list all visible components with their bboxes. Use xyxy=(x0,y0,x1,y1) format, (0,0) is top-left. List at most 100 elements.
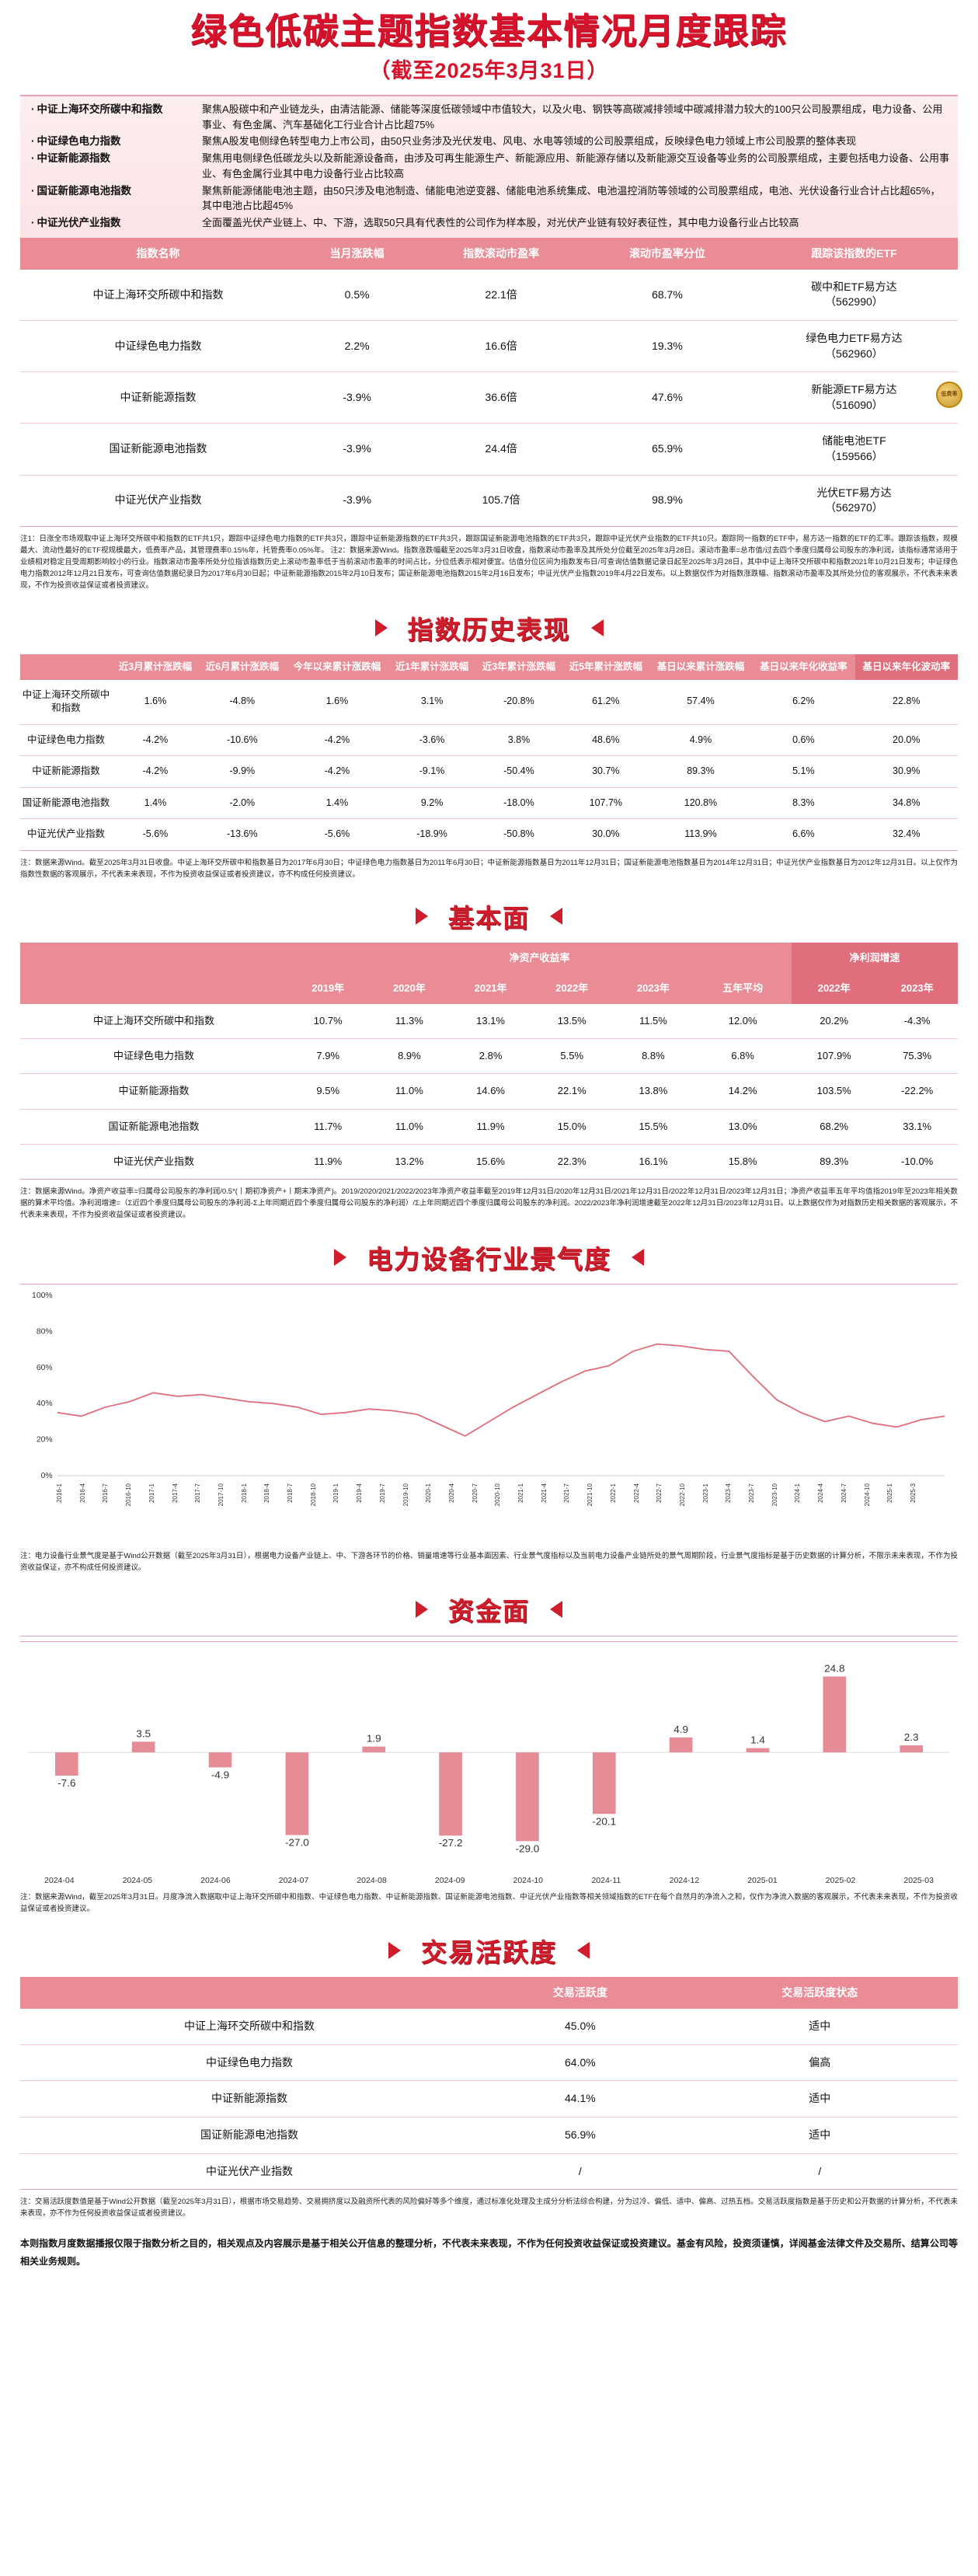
y-axis-tick: 100% xyxy=(32,1291,53,1300)
column-header: 滚动市盈率分位 xyxy=(584,237,750,270)
x-axis-tick: 2022-10 xyxy=(678,1483,686,1506)
bar-value-label: -27.2 xyxy=(439,1837,463,1849)
x-axis-tick: 2018-10 xyxy=(309,1483,317,1506)
x-axis-tick: 2020-4 xyxy=(447,1483,455,1503)
overview-table: 指数名称 当月涨跌幅 指数滚动市盈率 滚动市盈率分位 跟踪该指数的ETF 中证上海环交所… xyxy=(20,237,962,527)
history-value: 6.6% xyxy=(752,818,855,851)
history-value: -50.4% xyxy=(475,755,562,788)
fundamental-value: 10.7% xyxy=(287,1004,369,1040)
fundamental-value: 11.3% xyxy=(368,1004,451,1040)
bar-value-label: 1.4 xyxy=(750,1734,765,1746)
fundamental-value: 14.6% xyxy=(450,1073,531,1110)
history-value: -9.1% xyxy=(388,755,476,788)
table-row: 中证绿色电力指数 -4.2% -10.6% -4.2% -3.6% 3.8% 48.6% 4.… xyxy=(20,724,958,757)
history-table-body: 中证上海环交所碳中和指数 1.6% -4.8% 1.6% 3.1% -20.8% 61.2%… xyxy=(20,679,958,851)
pe-ratio: 36.6倍 xyxy=(418,371,585,424)
history-value: 22.8% xyxy=(854,679,958,725)
index-name: 中证绿色电力指数 xyxy=(20,2044,479,2082)
history-value: -4.8% xyxy=(198,679,286,725)
bar-value-label: 4.9 xyxy=(673,1724,688,1735)
y-axis-tick: 0% xyxy=(41,1472,53,1480)
fundamental-value: 11.7% xyxy=(287,1109,369,1145)
fundamentals-note: 注：数据来源Wind。净资产收益率=归属母公司股东的净利润/0.5*(丨期初净资… xyxy=(20,1187,958,1220)
history-value: 61.2% xyxy=(562,679,649,725)
fundamental-value: 11.0% xyxy=(368,1073,451,1110)
table-row: 国证新能源电池指数 11.7% 11.0% 11.9% 15.0% 15.5% 13.0% 6… xyxy=(20,1109,958,1145)
index-name: 中证新能源指数 xyxy=(20,755,112,788)
history-value: 0.6% xyxy=(752,724,855,757)
history-note: 注：数据来源Wind。截至2025年3月31日收盘。中证上海环交所碳中和指数基日… xyxy=(20,858,958,879)
monthly-change: 2.2% xyxy=(295,320,419,373)
bar-chart-plot: -7.6 3.5 -4.9 -27.0 1.9 -27.2 -29.0 -20.1 4.9 1.4… xyxy=(20,1640,958,1874)
history-value: -2.0% xyxy=(198,787,286,820)
column-header: 2022年 xyxy=(531,973,613,1004)
table-row: 中证绿色电力指数 2.2% 16.6倍 19.3% 绿色电力ETF易方达 （562960） xyxy=(20,320,958,373)
x-axis-tick: 2021-1 xyxy=(517,1483,525,1503)
x-axis-tick: 2023-4 xyxy=(725,1483,733,1503)
activity-value: 56.9% xyxy=(479,2117,682,2154)
history-value: 1.6% xyxy=(285,679,389,725)
table-row: 中证上海环交所碳中和指数 1.6% -4.8% 1.6% 3.1% -20.8% 61.2%… xyxy=(20,679,958,725)
bar-value-label: 2.3 xyxy=(904,1731,919,1743)
column-header: 基日以来累计涨跌幅 xyxy=(649,654,753,680)
x-axis-tick: 2024-7 xyxy=(840,1483,847,1503)
x-axis-tick: 2019-10 xyxy=(402,1483,409,1506)
bar xyxy=(516,1752,539,1842)
pe-percentile: 98.9% xyxy=(584,475,750,527)
fundamental-value: 13.8% xyxy=(612,1073,694,1110)
x-axis-tick: 2020-7 xyxy=(471,1483,479,1503)
history-value: -5.6% xyxy=(112,818,199,851)
monthly-change: -3.9% xyxy=(295,423,419,476)
fundamental-value: 15.8% xyxy=(694,1144,792,1180)
etf-name: 碳中和ETF易方达 xyxy=(811,280,897,293)
intro-item-desc: 聚焦用电侧绿色低碳龙头以及新能源设备商，由涉及可再生能源生产、新能源应用、新能源… xyxy=(202,152,950,180)
bar-value-label: -4.9 xyxy=(211,1769,229,1781)
fundamental-value: 20.2% xyxy=(792,1004,877,1040)
x-axis-tick: 2017-7 xyxy=(194,1483,202,1503)
history-value: -18.0% xyxy=(475,787,562,820)
column-header: 近3月累计涨跌幅 xyxy=(112,654,199,680)
x-axis-tick: 2018-4 xyxy=(263,1483,271,1503)
bar-value-label: -7.6 xyxy=(57,1777,75,1789)
x-axis-tick: 2017-1 xyxy=(148,1483,155,1503)
fundamental-value: 11.9% xyxy=(450,1109,531,1145)
activity-value: / xyxy=(479,2153,682,2191)
fundamental-value: 15.5% xyxy=(612,1109,694,1145)
fundamental-value: 8.8% xyxy=(612,1038,694,1075)
history-value: 30.0% xyxy=(562,818,649,851)
history-value: 20.0% xyxy=(854,724,958,757)
bar-chart-x-axis: 2024-04 2024-05 2024-06 2024-07 2024-08 2024-… xyxy=(20,1876,958,1885)
history-value: 34.8% xyxy=(854,787,958,820)
table-row: 中证光伏产业指数 -5.6% -13.6% -5.6% -18.9% -50.8% 30.0… xyxy=(20,818,958,851)
bullet-icon: · xyxy=(31,103,35,115)
fundamental-value: 15.0% xyxy=(531,1109,613,1145)
fundamental-value: 11.0% xyxy=(368,1109,451,1145)
history-value: 8.3% xyxy=(752,787,855,820)
fundamental-value: 89.3% xyxy=(792,1144,877,1180)
column-header: 近6月累计涨跌幅 xyxy=(198,654,286,680)
column-header: 交易活跃度 xyxy=(479,1977,682,2010)
triangle-right-icon xyxy=(550,907,562,925)
history-value: -4.2% xyxy=(112,755,199,788)
overview-table-header: 指数名称 当月涨跌幅 指数滚动市盈率 滚动市盈率分位 跟踪该指数的ETF xyxy=(20,237,958,270)
triangle-right-icon xyxy=(590,619,604,636)
bar xyxy=(900,1745,923,1752)
x-axis-tick: 2024-05 xyxy=(122,1875,153,1885)
history-value: 6.2% xyxy=(752,679,855,725)
x-axis-tick: 2022-1 xyxy=(609,1483,617,1503)
y-axis-tick: 60% xyxy=(37,1363,53,1372)
bar-value-label: 3.5 xyxy=(136,1727,151,1739)
line-chart-note: 注：电力设备行业景气度是基于Wind公开数据（截至2025年3月31日），根据电… xyxy=(20,1551,958,1572)
bar xyxy=(362,1746,386,1752)
section-header-history: 指数历史表现 xyxy=(0,609,978,647)
column-header: 近3年累计涨跌幅 xyxy=(475,654,562,680)
fundamental-value: 33.1% xyxy=(876,1109,958,1145)
history-value: -5.6% xyxy=(285,818,389,851)
fundamental-value: 103.5% xyxy=(792,1073,877,1110)
page-subtitle: （截至2025年3月31日） xyxy=(369,58,609,82)
activity-status: 适中 xyxy=(681,2117,958,2154)
index-name: 中证绿色电力指数 xyxy=(20,1038,287,1075)
fundamental-value: 75.3% xyxy=(876,1038,958,1075)
index-name: 中证上海环交所碳中和指数 xyxy=(20,1004,287,1040)
x-axis-tick: 2024-11 xyxy=(591,1875,621,1885)
